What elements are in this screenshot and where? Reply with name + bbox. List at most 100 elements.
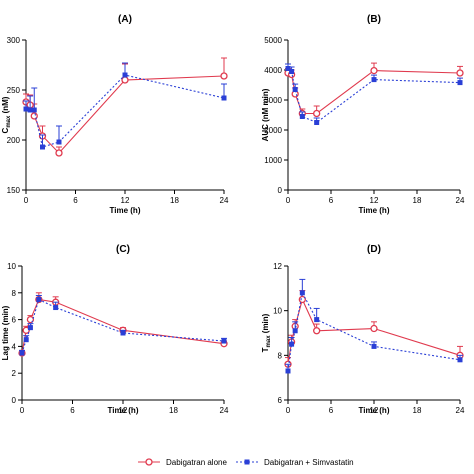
data-point	[22, 326, 30, 334]
x-tick-label: 24	[220, 196, 229, 205]
legend-label: Dabigatran alone	[166, 458, 227, 467]
data-point	[370, 324, 378, 333]
series-line	[21, 298, 225, 354]
data-point	[19, 350, 25, 356]
series-line	[25, 74, 225, 148]
data-point	[298, 295, 306, 304]
chart-panel-b: (B) 0 6 12 18 24 0 1000 2000 3000 4000 5000 Time (h)…	[261, 14, 465, 215]
data-point	[457, 357, 463, 363]
y-tick-label: 4	[12, 342, 17, 351]
data-point	[40, 144, 45, 150]
x-tick-label: 0	[286, 196, 291, 205]
data-point	[220, 72, 228, 80]
data-point	[292, 87, 298, 92]
x-axis-title: Time (h)	[108, 406, 139, 415]
x-tick-label: 6	[70, 406, 75, 415]
y-tick-label: 5000	[264, 36, 282, 45]
x-tick-label: 0	[24, 196, 29, 205]
x-tick-label: 12	[370, 406, 379, 415]
y-axis-title: AUC (nM min)	[261, 88, 270, 141]
data-point	[23, 106, 29, 112]
data-point	[221, 338, 227, 344]
y-tick-label: 10	[7, 262, 16, 271]
y-tick-label: 0	[278, 186, 283, 195]
x-tick-label: 6	[73, 196, 78, 205]
chart-panel-a: (A) 0 6 12 18 24 150 200 250 300 Time (h) Cmax (nM)	[1, 14, 229, 215]
series-dabigatran-alone	[18, 292, 228, 357]
data-point	[313, 109, 321, 118]
y-tick-label: 150	[7, 186, 21, 195]
x-tick-label: 12	[121, 196, 130, 205]
series-dabigatran-simvastatin	[285, 63, 463, 125]
y-axis-title: Lag time (min)	[1, 305, 10, 360]
y-tick-label: 12	[273, 262, 282, 271]
y-tick-label: 8	[278, 351, 283, 360]
data-point	[221, 95, 227, 101]
y-tick-label: 3000	[264, 96, 282, 105]
y-tick-label: 1000	[264, 156, 282, 165]
y-tick-label: 250	[7, 86, 21, 95]
data-point	[299, 290, 305, 296]
data-point	[313, 327, 321, 335]
x-axis-title: Time (h)	[359, 406, 390, 415]
data-point	[285, 66, 291, 71]
x-tick-label: 0	[286, 406, 291, 415]
series-line	[25, 75, 225, 154]
data-point	[285, 368, 291, 374]
data-point	[314, 120, 320, 125]
x-tick-label: 18	[170, 196, 179, 205]
data-point	[289, 69, 295, 74]
x-tick-label: 6	[329, 196, 334, 205]
panel-title: (A)	[118, 14, 132, 25]
y-tick-label: 200	[7, 136, 21, 145]
data-point	[27, 107, 33, 113]
axes	[284, 265, 461, 404]
y-axis-title: Tmax (min)	[261, 313, 272, 352]
y-tick-label: 2000	[264, 126, 282, 135]
y-tick-label: 0	[12, 396, 17, 405]
y-tick-label: 2	[12, 369, 17, 378]
data-point	[299, 114, 305, 119]
y-tick-label: 4000	[264, 66, 282, 75]
x-tick-label: 24	[456, 406, 465, 415]
panel-title: (D)	[367, 244, 381, 255]
series-dabigatran-simvastatin	[285, 278, 463, 374]
y-tick-label: 6	[278, 396, 283, 405]
series-dabigatran-simvastatin	[19, 294, 227, 356]
axes	[18, 265, 225, 404]
data-point	[27, 325, 33, 331]
legend-marker	[244, 459, 250, 465]
x-tick-label: 18	[169, 406, 178, 415]
data-point	[370, 66, 378, 75]
data-point	[122, 72, 128, 78]
x-tick-label: 24	[456, 196, 465, 205]
panel-title: (C)	[116, 244, 130, 255]
data-point	[289, 341, 295, 347]
y-axis-title: Cmax (nM)	[1, 96, 12, 133]
legend-item: Dabigatran + Simvastatin	[236, 458, 354, 467]
x-tick-label: 0	[20, 406, 25, 415]
series-line	[21, 298, 225, 354]
legend-label: Dabigatran + Simvastatin	[264, 458, 354, 467]
data-point	[31, 107, 37, 113]
data-point	[23, 337, 29, 343]
x-tick-label: 12	[370, 196, 379, 205]
y-tick-label: 8	[12, 289, 17, 298]
series-dabigatran-simvastatin	[23, 62, 227, 150]
x-tick-label: 6	[329, 406, 334, 415]
data-point	[36, 297, 42, 302]
data-point	[53, 305, 59, 311]
x-tick-label: 18	[413, 196, 422, 205]
x-axis-title: Time (h)	[110, 206, 141, 215]
x-axis-title: Time (h)	[359, 206, 390, 215]
legend: Dabigatran alone Dabigatran + Simvastatin	[138, 458, 354, 467]
data-point	[457, 80, 463, 86]
data-point	[121, 76, 129, 84]
data-point	[55, 149, 63, 157]
y-tick-label: 6	[12, 316, 17, 325]
data-point	[314, 317, 320, 323]
x-tick-label: 24	[220, 406, 229, 415]
axes	[22, 39, 225, 194]
